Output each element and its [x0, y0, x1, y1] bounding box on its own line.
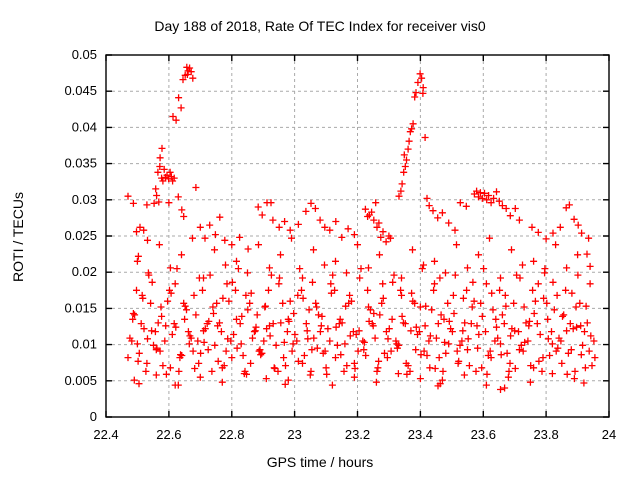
y-tick-label: 0 [90, 409, 97, 424]
x-tick-label: 23.8 [533, 427, 558, 442]
y-axis-label: ROTI / TECUs [10, 192, 26, 282]
x-tick-label: 23.2 [345, 427, 370, 442]
y-tick-label: 0.03 [72, 192, 97, 207]
x-tick-label: 22.8 [219, 427, 244, 442]
y-tick-label: 0.05 [72, 47, 97, 62]
x-tick-label: 22.4 [93, 427, 118, 442]
x-tick-label: 23.6 [471, 427, 496, 442]
x-axis-label: GPS time / hours [266, 454, 374, 470]
data-points [124, 63, 599, 393]
y-tick-label: 0.015 [64, 300, 97, 315]
y-tick-label: 0.01 [72, 337, 97, 352]
x-tick-label: 23 [287, 427, 301, 442]
y-tick-label: 0.045 [64, 83, 97, 98]
axis-ticks [105, 54, 610, 418]
y-tick-label: 0.005 [64, 373, 97, 388]
tick-labels: 22.4 22.6 22.8 23 23.2 23.4 23.6 23.8 24 0 0.005 0.… [64, 47, 616, 442]
y-tick-label: 0.035 [64, 156, 97, 171]
y-tick-label: 0.02 [72, 264, 97, 279]
y-tick-label: 0.04 [72, 119, 97, 134]
grid-lines [106, 55, 609, 417]
x-tick-label: 24 [602, 427, 616, 442]
x-tick-label: 22.6 [156, 427, 181, 442]
chart-title: Day 188 of 2018, Rate Of TEC Index for r… [154, 18, 486, 34]
y-tick-label: 0.025 [64, 228, 97, 243]
x-tick-label: 23.4 [408, 427, 433, 442]
